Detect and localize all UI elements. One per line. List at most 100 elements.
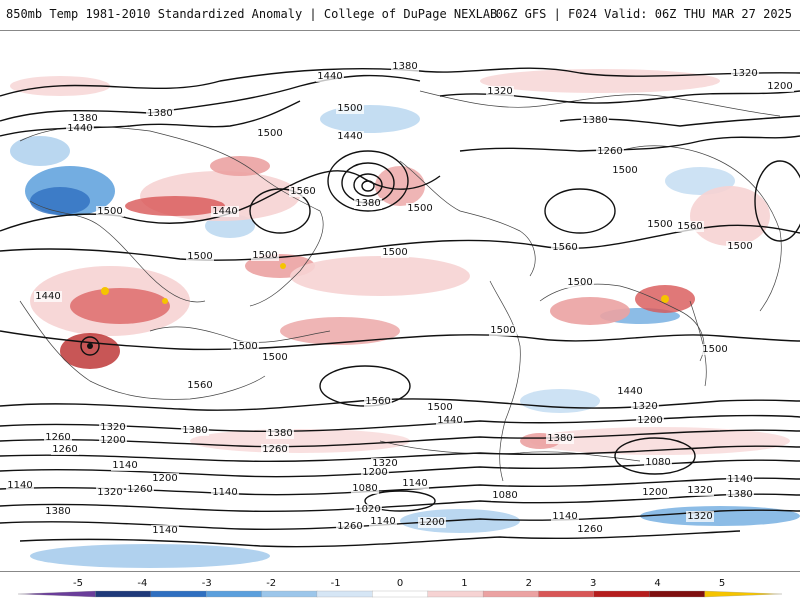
coastline bbox=[399, 160, 536, 277]
contour-label-bg bbox=[336, 131, 364, 142]
contour-label: 1440 bbox=[67, 123, 92, 134]
contour-label: 1380 bbox=[147, 108, 172, 119]
contour-label: 1560 bbox=[365, 396, 390, 407]
extreme-hot-spot bbox=[162, 298, 168, 304]
contour-label-bg bbox=[646, 219, 674, 230]
contour-label-bg bbox=[371, 458, 399, 469]
contour-label-bg bbox=[381, 247, 409, 258]
contour-line bbox=[0, 445, 800, 463]
contour-label: 1320 bbox=[100, 422, 125, 433]
contour-label-bg bbox=[354, 504, 382, 515]
contour-label-bg bbox=[336, 103, 364, 114]
contour-label-bg bbox=[181, 425, 209, 436]
legend-tick-label: -2 bbox=[266, 578, 276, 589]
legend-swatches bbox=[17, 590, 783, 598]
coastline bbox=[19, 126, 324, 307]
legend-colorbar: -5 -4 -3 -2 -1 0 1 2 3 4 5 bbox=[17, 578, 783, 598]
contour-line bbox=[459, 135, 800, 152]
contour-label: 1140 bbox=[212, 487, 237, 498]
contour-label: 1500 bbox=[567, 277, 592, 288]
contour-label: 1260 bbox=[597, 146, 622, 157]
contour-label-bg bbox=[99, 422, 127, 433]
contour-line bbox=[0, 493, 800, 513]
contour-label-bg bbox=[616, 386, 644, 397]
contour-label-bg bbox=[686, 485, 714, 496]
legend-swatch bbox=[538, 590, 595, 598]
contour-label: 1020 bbox=[355, 504, 380, 515]
contour-label: 1320 bbox=[632, 401, 657, 412]
contour-label: 1560 bbox=[187, 380, 212, 391]
contour-label-bg bbox=[231, 341, 259, 352]
contour-label: 1260 bbox=[127, 484, 152, 495]
closed-high-contour bbox=[80, 336, 100, 356]
contour-label-bg bbox=[401, 478, 429, 489]
contour-label-bg bbox=[491, 490, 519, 501]
warm-anomaly bbox=[70, 288, 170, 324]
contour-label-bg bbox=[186, 380, 214, 391]
contour-label-bg bbox=[151, 473, 179, 484]
cold-anomaly bbox=[320, 105, 420, 133]
contour-label-bg bbox=[406, 203, 434, 214]
map-panel: 1380 1320 1200 1440 1380 1440 1380 1500 1500 1320… bbox=[0, 30, 800, 572]
contour-label: 1200 bbox=[362, 467, 387, 478]
contour-label: 1080 bbox=[645, 457, 670, 468]
contour-label-bg bbox=[96, 206, 124, 217]
warm-anomaly bbox=[480, 69, 720, 93]
contour-label: 1200 bbox=[637, 415, 662, 426]
contour-label: 1500 bbox=[490, 325, 515, 336]
contour-label-bg bbox=[581, 115, 609, 126]
contour-label-bg bbox=[361, 467, 389, 478]
contour-label: 1320 bbox=[97, 487, 122, 498]
coastline bbox=[489, 280, 521, 482]
contour-label-bg bbox=[266, 428, 294, 439]
legend-swatch bbox=[482, 590, 540, 598]
contour-label: 1500 bbox=[262, 352, 287, 363]
legend-swatch bbox=[95, 590, 152, 598]
contour-label: 1320 bbox=[687, 485, 712, 496]
closed-low-contour bbox=[327, 150, 409, 212]
contour-label: 1200 bbox=[100, 435, 125, 446]
contour-label-bg bbox=[611, 165, 639, 176]
contour-label-bg bbox=[726, 241, 754, 252]
contour-label-bg bbox=[731, 68, 759, 79]
contour-label: 1140 bbox=[552, 511, 577, 522]
contour-label-bg bbox=[6, 480, 34, 491]
contour-label-bg bbox=[351, 483, 379, 494]
contour-label: 1260 bbox=[52, 444, 77, 455]
warm-anomaly bbox=[290, 256, 470, 296]
cold-anomaly bbox=[10, 136, 70, 166]
legend-tick-label: 1 bbox=[461, 578, 467, 589]
contour-label: 1440 bbox=[337, 131, 362, 142]
contour-label-bg bbox=[686, 511, 714, 522]
warm-anomaly bbox=[190, 429, 410, 453]
contour-label: 1500 bbox=[727, 241, 752, 252]
legend-tick-label: 5 bbox=[719, 578, 725, 589]
contour-label-bg bbox=[316, 71, 344, 82]
contour-label-bg bbox=[111, 460, 139, 471]
legend-swatch bbox=[316, 590, 373, 598]
contour-label-bg bbox=[566, 277, 594, 288]
contour-line bbox=[0, 330, 800, 351]
contour-label: 1380 bbox=[392, 61, 417, 72]
contour-label-bg bbox=[151, 525, 179, 536]
contour-label: 1500 bbox=[407, 203, 432, 214]
contour-label: 1200 bbox=[642, 487, 667, 498]
contour-label: 1500 bbox=[337, 103, 362, 114]
warm-anomaly bbox=[210, 156, 270, 176]
contour-label-bg bbox=[354, 198, 382, 209]
contour-label-bg bbox=[436, 415, 464, 426]
contour-label-bg bbox=[426, 402, 454, 413]
contour-label: 1380 bbox=[182, 425, 207, 436]
contour-label-bg bbox=[644, 457, 672, 468]
contour-label: 1380 bbox=[547, 433, 572, 444]
contour-label: 1500 bbox=[187, 251, 212, 262]
contour-label: 1440 bbox=[617, 386, 642, 397]
contour-label: 1440 bbox=[35, 291, 60, 302]
legend-tick-label: 3 bbox=[590, 578, 596, 589]
contour-label-bg bbox=[211, 487, 239, 498]
contour-label-bg bbox=[146, 108, 174, 119]
contour-label-bg bbox=[391, 61, 419, 72]
contour-labels: 1380 1320 1200 1440 1380 1440 1380 1500 1500 1320… bbox=[6, 61, 794, 536]
contour-label: 1380 bbox=[267, 428, 292, 439]
legend-tick-label: 2 bbox=[526, 578, 532, 589]
